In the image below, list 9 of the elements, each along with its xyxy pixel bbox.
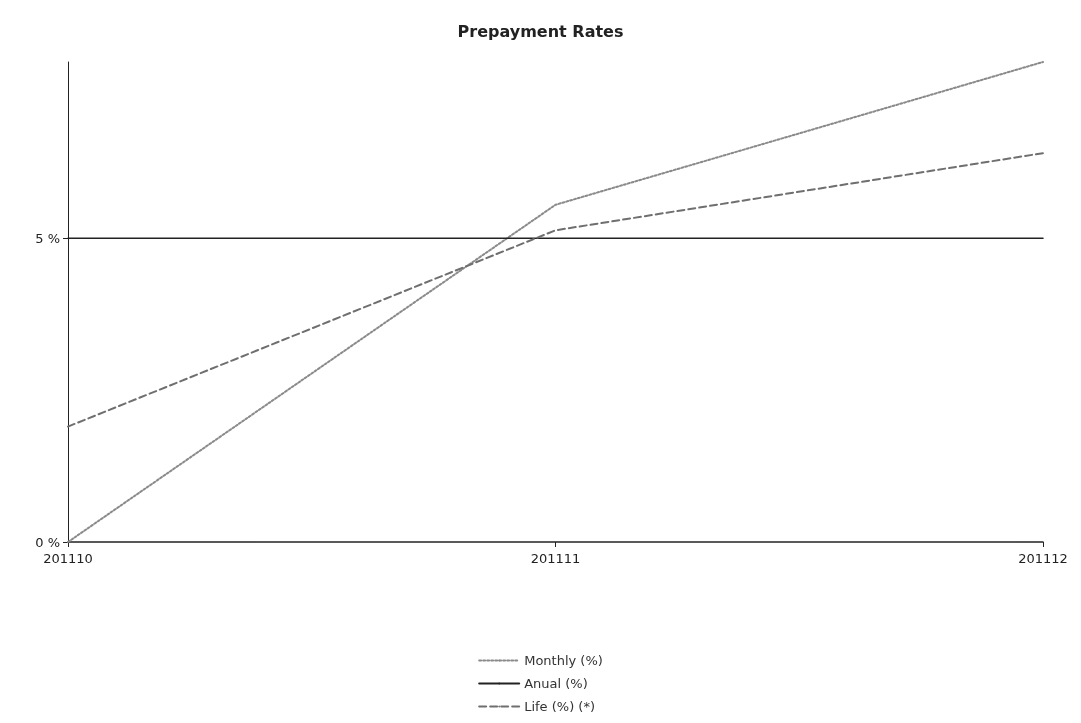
- x-tick-label: 201110: [43, 551, 93, 566]
- x-tick-label: 201112: [1018, 551, 1068, 566]
- legend-label: Life (%) (*): [524, 699, 595, 714]
- legend-label: Anual (%): [524, 676, 588, 691]
- legend-label: Monthly (%): [524, 653, 603, 668]
- chart-title: Prepayment Rates: [457, 21, 624, 41]
- x-tick-label: 201111: [530, 551, 581, 566]
- y-tick-label: 0 %: [35, 534, 60, 550]
- y-tick-label: 5 %: [35, 230, 60, 246]
